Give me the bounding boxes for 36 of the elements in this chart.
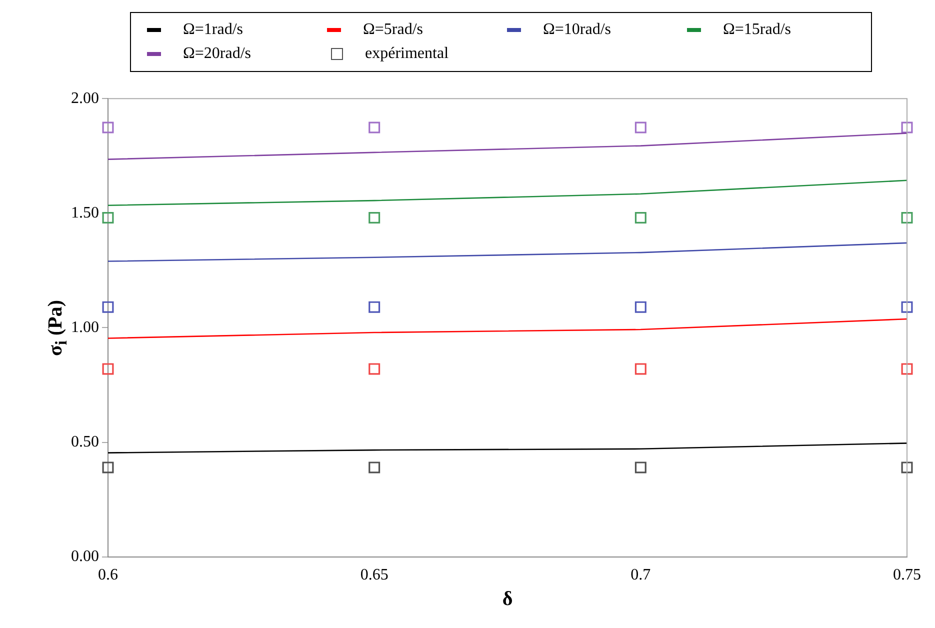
legend-label: Ω=15rad/s bbox=[723, 21, 792, 39]
point bbox=[634, 462, 646, 474]
x-tick-label: 0.6 bbox=[98, 566, 118, 584]
point bbox=[901, 212, 913, 224]
point bbox=[368, 212, 380, 224]
x-tick-label: 0.7 bbox=[630, 566, 651, 584]
point bbox=[634, 212, 646, 224]
y-tick-label: 1.00 bbox=[71, 318, 99, 336]
x-axis-title: δ bbox=[502, 588, 513, 610]
legend-label: Ω=1rad/s bbox=[183, 21, 244, 39]
y-tick-label: 1.50 bbox=[71, 204, 99, 222]
x-tick-label: 0.65 bbox=[360, 566, 388, 584]
point bbox=[102, 301, 114, 313]
point bbox=[102, 122, 114, 134]
y-tick-label: 0.50 bbox=[71, 433, 99, 450]
x-tick-label: 0.75 bbox=[893, 566, 921, 584]
legend-label: Ω=20rad/s bbox=[183, 45, 252, 63]
legend-label: Ω=10rad/s bbox=[543, 21, 612, 39]
point bbox=[368, 363, 380, 375]
y-tick-label: 0.00 bbox=[71, 548, 99, 566]
point bbox=[368, 301, 380, 313]
point bbox=[901, 363, 913, 375]
point bbox=[634, 301, 646, 313]
point bbox=[901, 122, 913, 134]
point bbox=[102, 462, 114, 474]
point bbox=[901, 301, 913, 313]
point bbox=[102, 212, 114, 224]
point bbox=[634, 363, 646, 375]
point bbox=[634, 122, 646, 134]
y-tick-label: 2.00 bbox=[71, 90, 99, 107]
point bbox=[368, 462, 380, 474]
legend-label: expérimental bbox=[365, 45, 449, 63]
point bbox=[102, 363, 114, 375]
point bbox=[368, 122, 380, 134]
legend-label: Ω=5rad/s bbox=[363, 21, 424, 39]
point bbox=[901, 462, 913, 474]
